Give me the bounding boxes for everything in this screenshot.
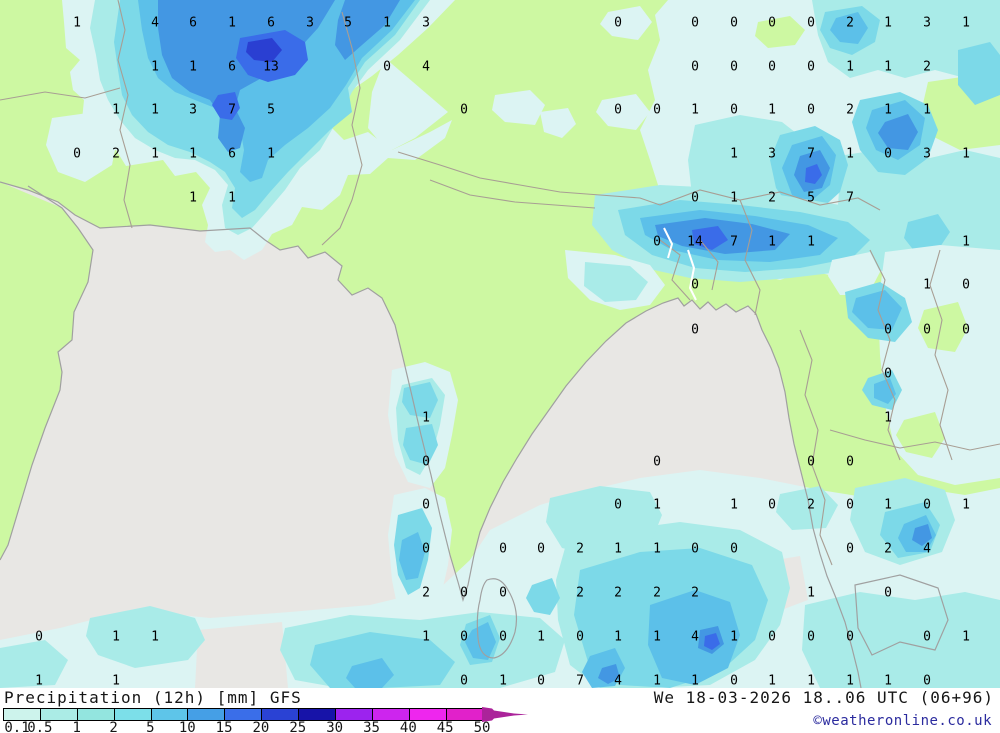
copyright-link[interactable]: ©weatheronline.co.uk	[813, 713, 992, 729]
legend-colorbar	[3, 708, 484, 721]
legend-tick-label: 45	[436, 720, 454, 733]
legend-tick-label: 30	[326, 720, 344, 733]
map-title: Precipitation (12h) [mm] GFS	[4, 688, 302, 707]
legend-tick-label: 2	[109, 720, 118, 733]
country-border-layer	[0, 0, 1000, 566]
map-canvas[interactable]: 1 4 6 1 6 3 5 1 3 0 0 0 0 0 2 1 3 1 1 1 6 13 0 4 0 0 0 0 1 1 2 1 1 3 7 5 0 0 0…	[0, 0, 1000, 688]
legend-tick-label: 25	[289, 720, 307, 733]
legend-tick-label: 50	[473, 720, 491, 733]
footer-bar: Precipitation (12h) [mm] GFS We 18-03-20…	[0, 688, 1000, 733]
river-layer	[663, 227, 697, 301]
legend-tick-label: 1	[72, 720, 81, 733]
legend-overflow-arrow	[482, 707, 528, 722]
legend-tick-label: 20	[252, 720, 270, 733]
legend-tick-label: 40	[399, 720, 417, 733]
legend-tick-label: 0.1	[4, 720, 30, 733]
legend-tick-label: 35	[363, 720, 380, 733]
forecast-datetime: We 18-03-2026 18..06 UTC (06+96)	[653, 688, 994, 707]
legend-tick-label: 0.5	[27, 720, 53, 733]
legend-tick-label: 10	[178, 720, 196, 733]
legend-tick-label: 5	[146, 720, 155, 733]
coastline-layer	[0, 181, 949, 688]
legend-tick-label: 15	[215, 720, 233, 733]
precipitation-map	[0, 0, 1000, 688]
